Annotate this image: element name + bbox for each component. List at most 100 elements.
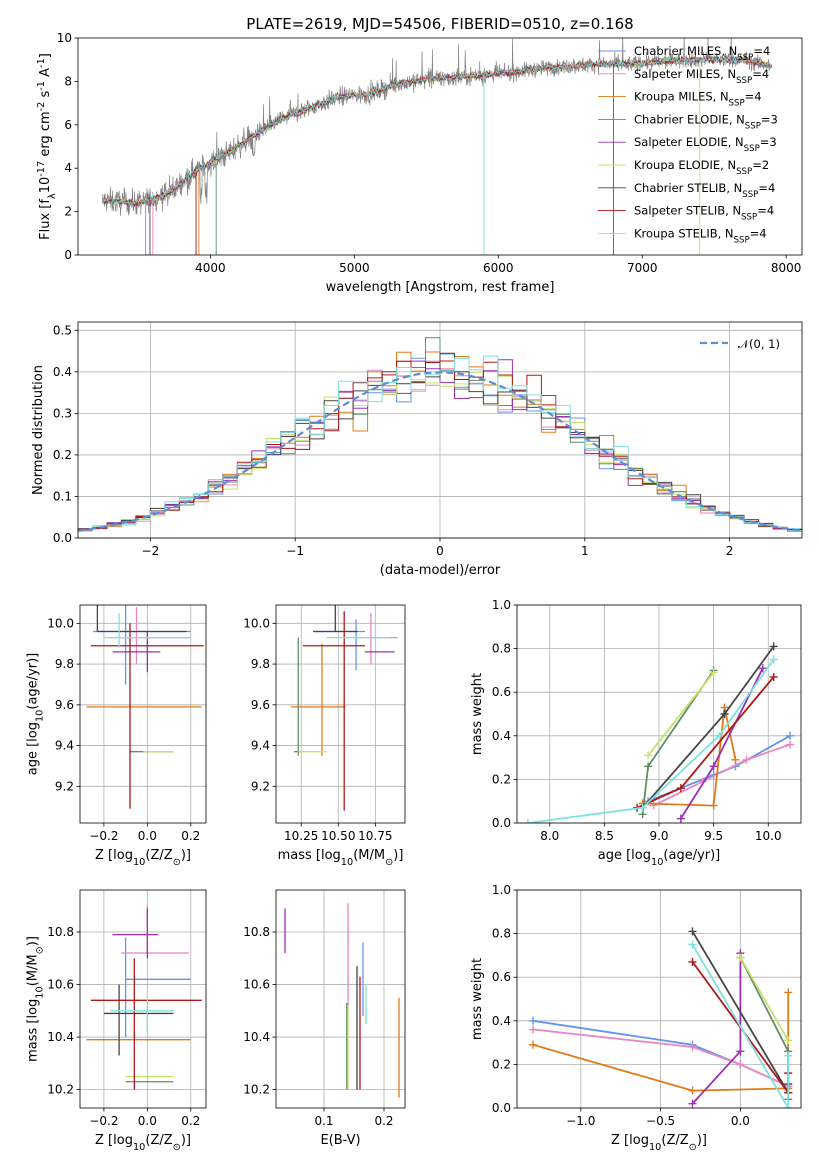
weight-vs-Z-panel: −1.0 −0.5 0.0 0.0 0.2 0.4 0.6 0.8 1.0 Z [log10(Z/…: [470, 883, 802, 1153]
y-tick-label: 9.8: [251, 657, 270, 671]
errorbar-point: [103, 613, 191, 648]
y-axis-label: Flux [fλ10-17 erg cm-2 s-1 A-1]: [36, 53, 58, 240]
x-tick-label: 8000: [771, 261, 802, 275]
x-tick-label: 8.5: [595, 829, 614, 843]
y-tick-label: 10.6: [47, 978, 74, 992]
y-tick-label: 0.0: [492, 1101, 511, 1115]
weight-vs-Z-plot-area: [528, 927, 793, 1108]
y-tick-label: 9.2: [55, 779, 74, 793]
weight-marker: [742, 755, 751, 764]
model-fit-line: [102, 56, 772, 208]
x-tick-label: 10.75: [358, 829, 392, 843]
weight-marker: [688, 1042, 697, 1051]
x-tick-label: −1.0: [566, 1114, 595, 1128]
weight-marker: [709, 668, 718, 677]
weight-marker: [784, 1036, 793, 1045]
residual-histogram-panel: −2 −1 0 1 2 0.0 0.1 0.2 0.3 0.4 0.5 (data-model)/er…: [31, 321, 803, 578]
x-tick-label: 10.50: [321, 829, 355, 843]
x-tick-label: −0.5: [646, 1114, 675, 1128]
errorbar-point: [112, 908, 159, 959]
x-tick-label: 1: [581, 544, 589, 558]
x-tick-label: −1: [286, 544, 304, 558]
mass-vs-Z-plot-area: [86, 905, 202, 1090]
weight-marker: [736, 1060, 745, 1069]
weight-marker: [638, 803, 647, 812]
x-tick-label: 0.2: [181, 1114, 200, 1128]
y-tick-label: 9.4: [251, 739, 270, 753]
legend-label: Salpeter STELIB, NSSP=4: [634, 204, 774, 223]
y-tick-label: 1.0: [492, 598, 511, 612]
x-tick-label: 9.0: [649, 829, 668, 843]
x-axis-label: wavelength [Angstrom, rest frame]: [326, 280, 555, 295]
y-tick-label: 0.4: [53, 365, 72, 379]
y-tick-label: 10.6: [243, 978, 270, 992]
y-tick-label: 0.0: [53, 531, 72, 545]
weight-line: [653, 743, 791, 807]
age-vs-Z-panel: −0.2 0.0 0.2 9.2 9.4 9.6 9.8 10.0 Z [log10(Z/Z⊙)…: [25, 604, 207, 868]
y-tick-label: 0.3: [53, 406, 72, 420]
legend-item: Salpeter ELODIE, NSSP=3: [598, 135, 777, 154]
y-axis-label: age [log10(age/yr)]: [25, 653, 45, 776]
weight-marker: [688, 940, 697, 949]
errorbar-point: [313, 605, 358, 633]
weight-marker: [769, 642, 778, 651]
x-tick-label: −0.2: [89, 829, 118, 843]
weight-marker: [769, 672, 778, 681]
weight-marker: [688, 957, 697, 966]
model-fit-line: [102, 56, 773, 207]
legend-item: Chabrier MILES, NSSP=4: [598, 44, 770, 63]
x-axis-label: Z [log10(Z/Z⊙)]: [95, 848, 191, 868]
legend-label: Salpeter MILES, NSSP=4: [634, 67, 769, 86]
weight-marker: [644, 762, 653, 771]
errorbar-point: [302, 611, 365, 811]
weight-marker: [731, 755, 740, 764]
axes-frame: [516, 889, 802, 1109]
age-vs-mass-panel: 10.25 10.50 10.75 9.2 9.4 9.6 9.8 10.0 mass [log…: [243, 604, 406, 868]
legend-label: Chabrier ELODIE, NSSP=3: [634, 112, 778, 131]
y-axis-label: Normed distribution: [31, 365, 46, 495]
weight-series: [736, 953, 793, 1045]
weight-marker: [786, 731, 795, 740]
legend-label: Kroupa ELODIE, NSSP=2: [634, 158, 769, 177]
legend-item: Chabrier ELODIE, NSSP=3: [598, 112, 778, 131]
y-tick-label: 0.4: [492, 1014, 511, 1028]
histogram-legend: 𝒩(0, 1): [700, 337, 780, 351]
legend-label: Chabrier MILES, NSSP=4: [634, 44, 770, 63]
y-tick-label: 9.6: [55, 698, 74, 712]
age-vs-mass-plot-area: [290, 605, 398, 811]
x-tick-label: 10.0: [755, 829, 782, 843]
spectrum-legend: Chabrier MILES, NSSP=4 Salpeter MILES, NS…: [598, 44, 778, 245]
y-tick-label: 9.6: [251, 698, 270, 712]
x-tick-label: 2: [726, 544, 734, 558]
y-tick-label: 0.2: [492, 1057, 511, 1071]
x-tick-label: 0.0: [138, 1114, 157, 1128]
spectrum-panel: 4000 5000 6000 7000 8000 0 2 4 6 8 10 wavelength [A…: [36, 31, 803, 295]
x-tick-label: 0.2: [181, 829, 200, 843]
y-tick-label: 0.1: [53, 489, 72, 503]
weight-marker: [720, 710, 729, 718]
weight-marker: [688, 1086, 697, 1095]
weight-line: [647, 672, 715, 756]
weight-line: [532, 1028, 789, 1088]
y-tick-label: 0.2: [492, 772, 511, 786]
legend-item: Kroupa STELIB, NSSP=4: [598, 226, 767, 245]
x-tick-label: 0.0: [138, 829, 157, 843]
residual-histogram-plot-area: [78, 337, 802, 532]
mass-vs-EBV-panel: 0.1 0.2 10.2 10.4 10.6 10.8 E(B-V): [243, 889, 406, 1148]
legend-label: Kroupa STELIB, NSSP=4: [634, 226, 767, 245]
axes-frame: [275, 604, 406, 824]
y-tick-label: 0.8: [492, 927, 511, 941]
weight-line: [691, 944, 790, 1108]
y-tick-label: 2: [64, 205, 72, 219]
weight-series: [638, 642, 778, 812]
axes-frame: [79, 889, 207, 1109]
weight-marker: [709, 762, 718, 771]
y-tick-label: 4: [64, 161, 72, 175]
x-tick-label: 6000: [483, 261, 514, 275]
y-tick-label: 10.4: [243, 1030, 270, 1044]
y-axis-label: mass weight: [470, 958, 485, 1040]
weight-marker: [784, 1051, 793, 1060]
weight-line: [527, 658, 775, 823]
weight-marker: [528, 1016, 537, 1025]
y-tick-label: 10.8: [47, 925, 74, 939]
